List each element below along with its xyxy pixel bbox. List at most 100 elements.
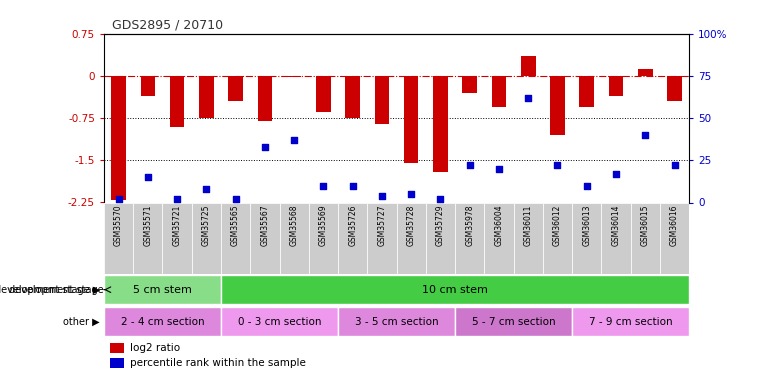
Bar: [309, 202, 338, 274]
Point: [112, 196, 125, 202]
Text: log2 ratio: log2 ratio: [130, 343, 180, 352]
Bar: [133, 202, 162, 274]
Bar: [162, 202, 192, 274]
Bar: [491, 76, 507, 107]
Text: GSM35571: GSM35571: [143, 205, 152, 246]
Text: 10 cm stem: 10 cm stem: [422, 285, 488, 295]
Bar: [572, 202, 601, 274]
Bar: [601, 202, 631, 274]
Point: [200, 186, 213, 192]
Text: development stage: development stage: [9, 285, 104, 295]
Bar: [579, 76, 594, 107]
Bar: [374, 76, 389, 124]
Bar: [455, 202, 484, 274]
Bar: [104, 307, 221, 336]
Bar: [221, 202, 250, 274]
Bar: [192, 202, 221, 274]
Bar: [455, 307, 572, 336]
Point: [259, 144, 271, 150]
Bar: [543, 202, 572, 274]
Bar: [104, 275, 221, 304]
Point: [639, 132, 651, 138]
Text: 2 - 4 cm section: 2 - 4 cm section: [121, 316, 204, 327]
Bar: [367, 202, 397, 274]
Bar: [169, 76, 185, 126]
Bar: [286, 76, 301, 77]
Bar: [403, 76, 419, 163]
Text: GSM35568: GSM35568: [290, 205, 299, 246]
Text: GSM35727: GSM35727: [377, 205, 387, 246]
Text: other ▶: other ▶: [63, 316, 100, 327]
Bar: [433, 76, 447, 171]
Text: 5 cm stem: 5 cm stem: [133, 285, 192, 295]
Bar: [140, 76, 156, 96]
Text: GSM36014: GSM36014: [611, 205, 621, 246]
Text: development stage ▶: development stage ▶: [0, 285, 100, 295]
Bar: [608, 76, 623, 96]
Text: GSM35570: GSM35570: [114, 205, 123, 246]
Point: [376, 193, 388, 199]
Text: 7 - 9 cm section: 7 - 9 cm section: [589, 316, 672, 327]
Point: [668, 162, 681, 168]
Bar: [426, 202, 455, 274]
Bar: [550, 76, 564, 135]
Bar: [280, 202, 309, 274]
Point: [317, 183, 330, 189]
Bar: [631, 202, 660, 274]
Point: [142, 174, 154, 180]
Point: [229, 196, 242, 202]
Bar: [660, 202, 689, 274]
Point: [581, 183, 593, 189]
Bar: [514, 202, 543, 274]
Text: GSM35728: GSM35728: [407, 205, 416, 246]
Text: GSM35721: GSM35721: [172, 205, 182, 246]
Text: 3 - 5 cm section: 3 - 5 cm section: [355, 316, 438, 327]
Point: [405, 191, 417, 197]
Point: [493, 166, 505, 172]
Bar: [257, 76, 273, 121]
Text: GDS2895 / 20710: GDS2895 / 20710: [112, 19, 223, 32]
Bar: [667, 76, 682, 101]
Point: [551, 162, 564, 168]
Bar: [484, 202, 514, 274]
Bar: [221, 307, 338, 336]
Text: percentile rank within the sample: percentile rank within the sample: [130, 358, 306, 368]
Point: [464, 162, 476, 168]
Bar: [228, 76, 243, 101]
Bar: [572, 307, 689, 336]
Text: GSM36011: GSM36011: [524, 205, 533, 246]
Point: [288, 137, 300, 143]
Bar: [338, 202, 367, 274]
Bar: [199, 76, 213, 118]
Bar: [316, 76, 331, 112]
Text: 0 - 3 cm section: 0 - 3 cm section: [238, 316, 321, 327]
Text: GSM36016: GSM36016: [670, 205, 679, 246]
Text: GSM35725: GSM35725: [202, 205, 211, 246]
Text: GSM35726: GSM35726: [348, 205, 357, 246]
Text: 5 - 7 cm section: 5 - 7 cm section: [472, 316, 555, 327]
Bar: [110, 358, 125, 368]
Text: GSM35569: GSM35569: [319, 205, 328, 246]
Bar: [345, 76, 360, 118]
Text: GSM36015: GSM36015: [641, 205, 650, 246]
Bar: [111, 76, 126, 200]
Bar: [462, 76, 477, 93]
Bar: [338, 307, 455, 336]
Text: GSM35978: GSM35978: [465, 205, 474, 246]
Bar: [638, 69, 653, 76]
Point: [171, 196, 183, 202]
Point: [434, 196, 447, 202]
Point: [346, 183, 359, 189]
Bar: [221, 275, 689, 304]
Text: GSM36004: GSM36004: [494, 205, 504, 246]
Bar: [397, 202, 426, 274]
Bar: [110, 343, 125, 352]
Text: GSM35565: GSM35565: [231, 205, 240, 246]
Bar: [521, 56, 536, 76]
Point: [522, 95, 534, 101]
Point: [610, 171, 622, 177]
Text: GSM35567: GSM35567: [260, 205, 269, 246]
Bar: [250, 202, 280, 274]
Text: GSM36012: GSM36012: [553, 205, 562, 246]
Text: GSM35729: GSM35729: [436, 205, 445, 246]
